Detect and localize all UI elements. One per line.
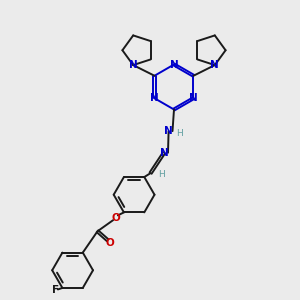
- Text: N: N: [210, 60, 219, 70]
- Text: N: N: [129, 60, 138, 70]
- Text: O: O: [106, 238, 115, 248]
- Text: O: O: [111, 213, 120, 223]
- Text: N: N: [189, 93, 198, 103]
- Text: N: N: [160, 148, 169, 158]
- Text: N: N: [169, 59, 178, 70]
- Text: H: H: [158, 170, 164, 179]
- Text: N: N: [150, 93, 159, 103]
- Text: N: N: [164, 126, 173, 136]
- Text: F: F: [52, 285, 59, 295]
- Text: H: H: [176, 129, 182, 138]
